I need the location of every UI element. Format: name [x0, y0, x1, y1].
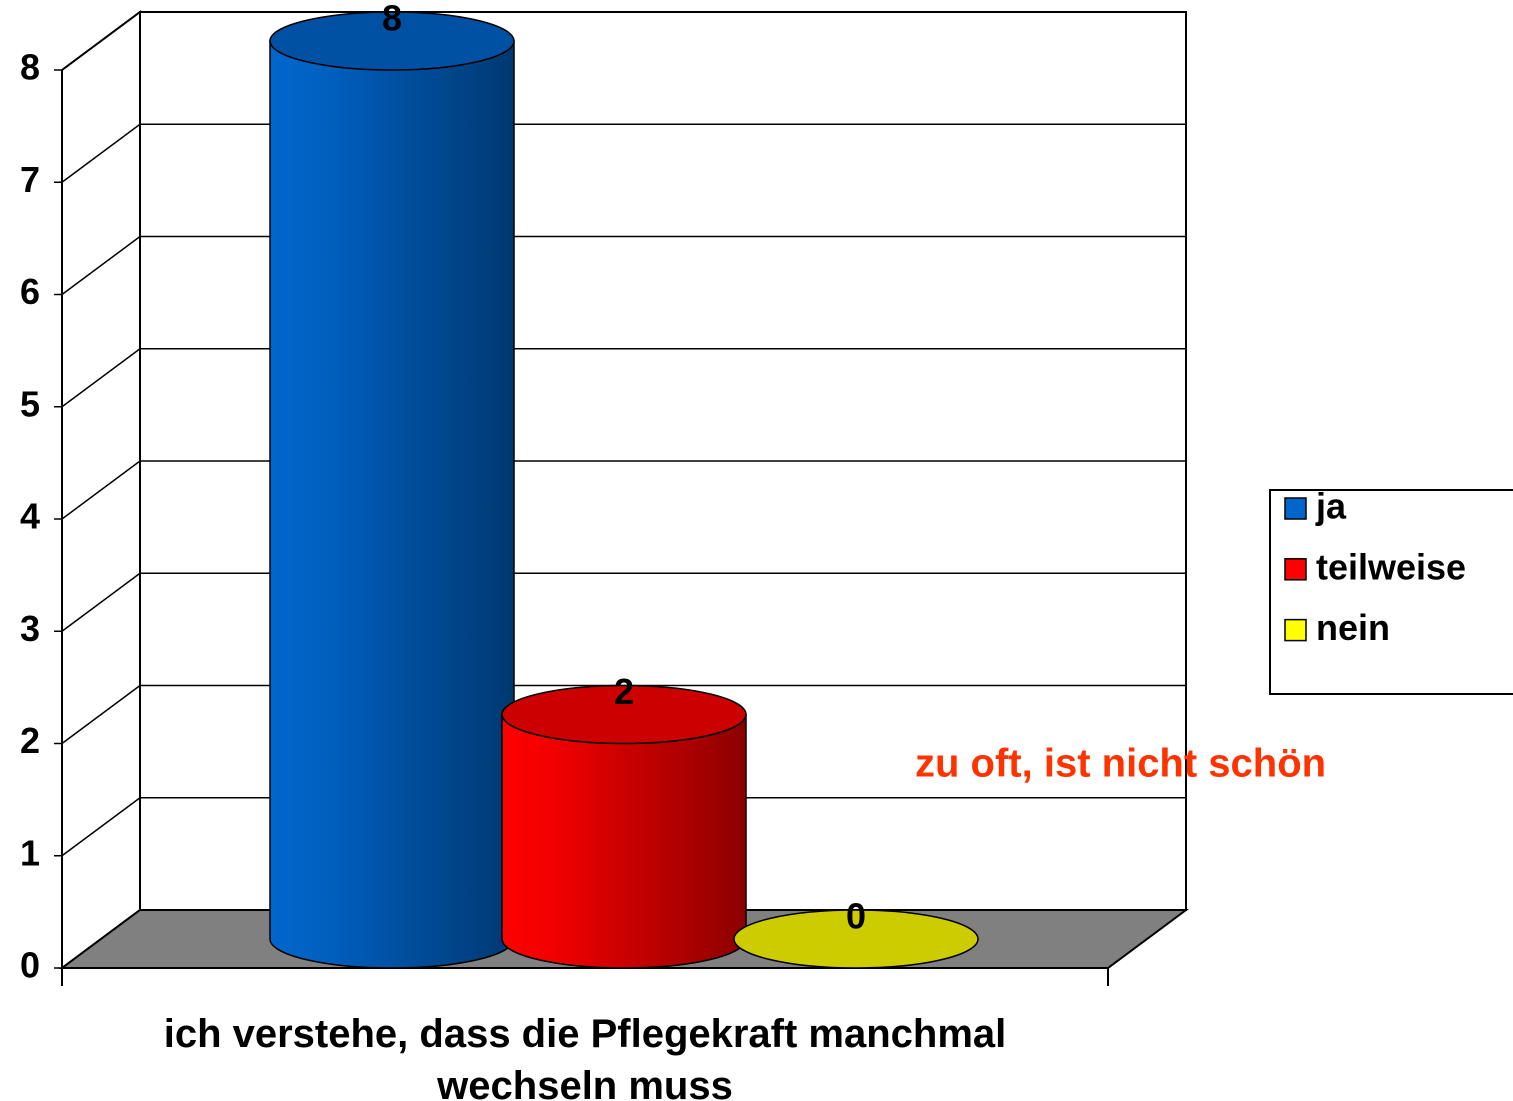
y-tick-diagonal — [61, 797, 141, 857]
legend-label: ja — [1315, 486, 1347, 527]
x-tick-label: ich verstehe, dass die Pflegekraft manch… — [163, 1012, 1007, 1101]
cylinder-top-shade — [733, 909, 979, 969]
y-tick-label: 4 — [20, 496, 40, 537]
y-tick-label: 6 — [20, 271, 40, 312]
value-label: 2 — [614, 671, 634, 712]
y-tick-label: 0 — [20, 945, 40, 986]
legend-label: nein — [1316, 607, 1390, 648]
y-tick-label: 3 — [20, 608, 40, 649]
cylinder-top-shade — [269, 11, 515, 71]
y-tick-label: 8 — [20, 47, 40, 88]
legend-label: teilweise — [1316, 546, 1466, 587]
legend-swatch — [1284, 558, 1307, 581]
annotation: zu oft, ist nicht schön — [915, 742, 1326, 786]
value-label: 0 — [846, 896, 866, 937]
legend-box — [1269, 489, 1513, 695]
cylinder-top — [270, 12, 514, 70]
y-tick-diagonal — [61, 123, 141, 183]
y-tick-label: 7 — [20, 159, 40, 200]
y-tick-label: 5 — [20, 383, 40, 424]
y-tick-diagonal — [61, 11, 141, 71]
value-label: 8 — [382, 0, 402, 39]
cylinder-shade — [501, 713, 747, 969]
cylinder-top-shade — [501, 684, 747, 745]
y-tick-diagonal — [61, 348, 141, 408]
legend-swatch — [1284, 618, 1307, 642]
y-tick-label: 1 — [20, 832, 40, 873]
cylinder-shade — [269, 40, 515, 969]
y-tick-diagonal — [61, 235, 141, 296]
cylinder-top — [734, 910, 978, 968]
y-tick-diagonal — [61, 572, 141, 632]
y-tick-diagonal — [61, 460, 141, 520]
cylinder-top — [502, 685, 746, 744]
y-tick-diagonal — [61, 684, 141, 745]
y-tick-label: 2 — [20, 720, 40, 761]
legend-swatch — [1284, 497, 1307, 520]
